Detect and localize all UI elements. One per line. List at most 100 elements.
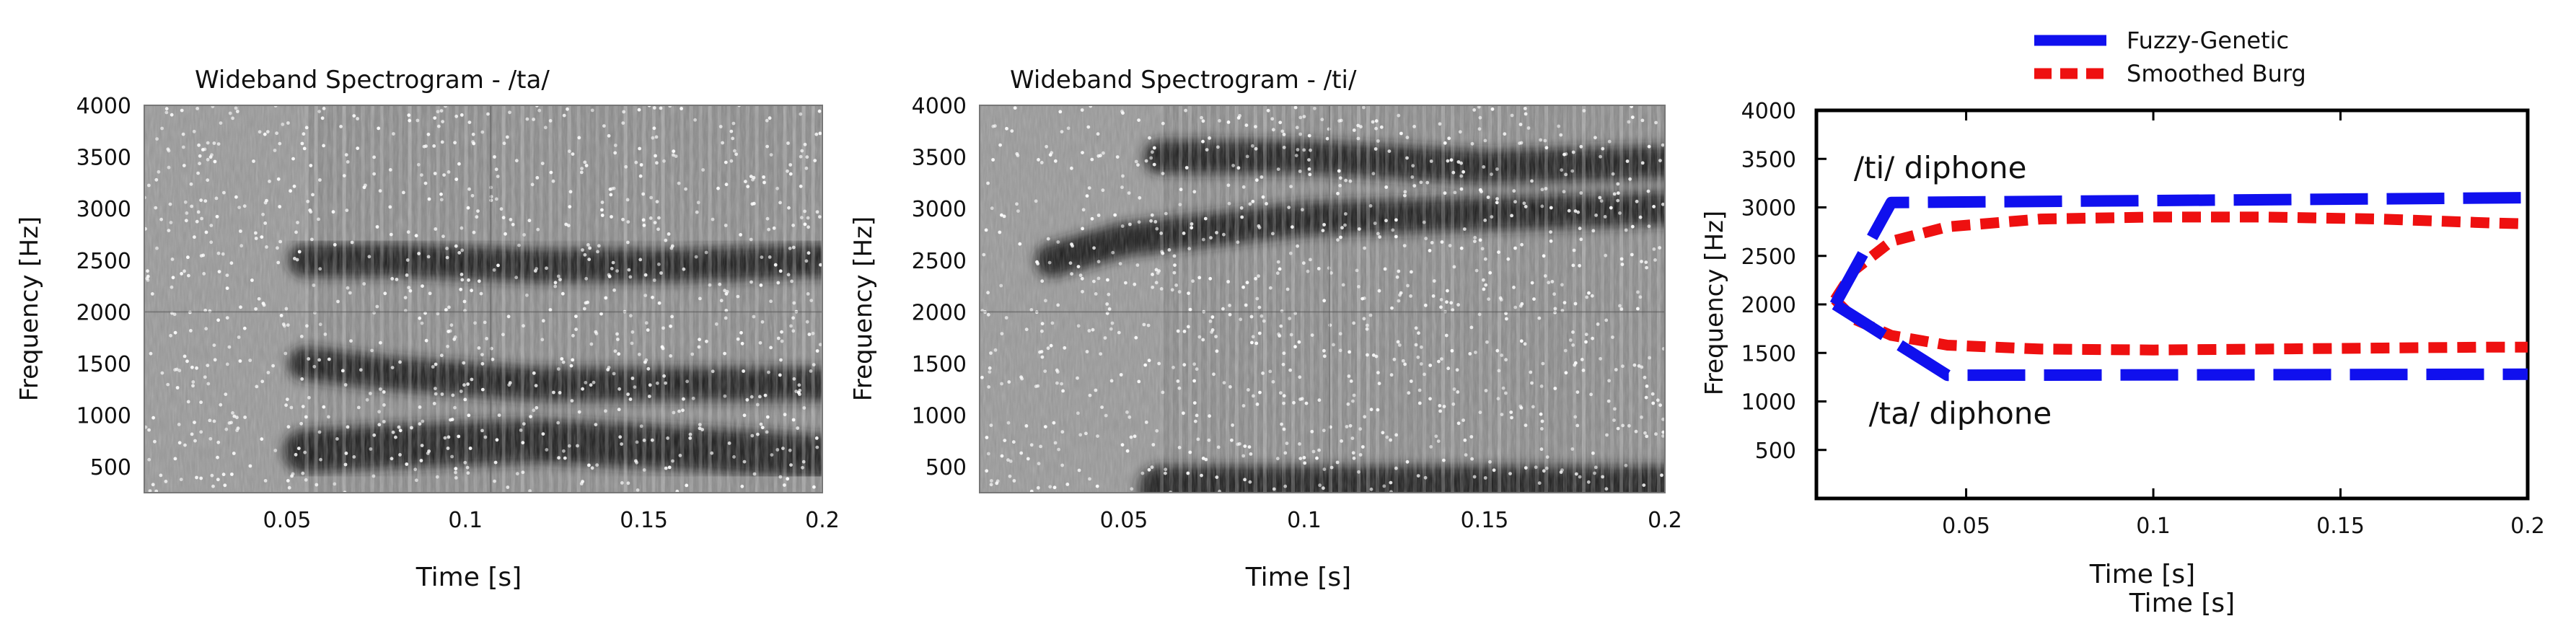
spectrogram-speckle bbox=[1297, 340, 1301, 344]
spectrogram-speckle bbox=[1056, 303, 1060, 307]
spectrogram-speckle bbox=[1661, 143, 1665, 147]
spectrogram-speckle bbox=[191, 380, 195, 384]
spectrogram-speckle bbox=[1210, 315, 1215, 319]
spectrogram-speckle bbox=[1447, 136, 1451, 141]
spectrogram-speckle bbox=[1593, 471, 1596, 475]
spectrogram-speckle bbox=[209, 224, 214, 227]
spectrogram-speckle bbox=[304, 415, 308, 419]
spectrogram-speckle bbox=[557, 456, 561, 460]
spectrogram-speckle bbox=[682, 267, 686, 271]
spectrogram-speckle bbox=[1119, 373, 1123, 377]
spectrogram-speckle bbox=[1036, 485, 1040, 490]
spectrogram-speckle bbox=[800, 149, 804, 153]
spectrogram-speckle bbox=[667, 232, 671, 236]
spectrogram-speckle bbox=[1157, 269, 1161, 273]
spectrogram-speckle bbox=[159, 217, 164, 221]
spectrogram-speckle bbox=[666, 436, 669, 440]
spectrogram-speckle bbox=[167, 165, 171, 170]
spectrogram-speckle bbox=[1357, 285, 1360, 289]
spectrogram-speckle bbox=[155, 246, 159, 250]
spectrogram-speckle bbox=[677, 181, 681, 185]
spectrogram-speckle bbox=[1322, 486, 1325, 491]
spectrogram-speckle bbox=[190, 365, 194, 369]
spectrogram-speckle bbox=[1352, 456, 1356, 460]
spectrogram-speckle bbox=[1416, 474, 1420, 478]
spectrogram-speckle bbox=[1120, 443, 1125, 447]
spectrogram-speckle bbox=[586, 243, 590, 247]
spectrogram-image bbox=[144, 105, 822, 493]
spectrogram-speckle bbox=[1362, 105, 1366, 110]
spectrogram-speckle bbox=[494, 197, 498, 201]
spectrogram-speckle bbox=[1336, 191, 1340, 195]
spectrogram-speckle bbox=[1524, 423, 1528, 427]
spectrogram-speckle bbox=[1055, 368, 1059, 372]
spectrogram-speckle bbox=[427, 197, 431, 201]
spectrogram-speckle bbox=[1329, 271, 1333, 275]
spectrogram-speckle bbox=[1581, 369, 1586, 372]
spectrogram-speckle bbox=[1029, 308, 1034, 312]
spectrogram-speckle bbox=[1422, 220, 1426, 224]
spectrogram-speckle bbox=[1653, 258, 1657, 262]
spectrogram-speckle bbox=[1254, 146, 1258, 151]
spectrogram-speckle bbox=[199, 198, 203, 202]
spectrogram-speckle bbox=[719, 299, 724, 303]
spectrogram-speckle bbox=[346, 425, 350, 429]
spectrogram-speckle bbox=[266, 371, 271, 374]
spectrogram-speckle bbox=[1159, 232, 1164, 235]
spectrogram-speckle bbox=[1149, 156, 1153, 160]
spectrogram-speckle bbox=[982, 252, 986, 257]
spectrogram-speckle bbox=[1451, 308, 1455, 312]
spectrogram-speckle bbox=[441, 234, 445, 239]
spectrogram-speckle bbox=[1322, 348, 1326, 353]
spectrogram-speckle bbox=[1606, 399, 1611, 403]
spectrogram-speckle bbox=[1204, 457, 1208, 462]
spectrogram-speckle bbox=[217, 270, 221, 273]
spectrogram-speckle bbox=[203, 199, 208, 203]
spectrogram-speckle bbox=[1037, 462, 1041, 466]
spectrogram-speckle bbox=[473, 321, 477, 325]
spectrogram-speckle bbox=[1296, 148, 1300, 151]
spectrogram-speckle bbox=[1105, 302, 1109, 306]
spectrogram-speckle bbox=[389, 232, 393, 237]
spectrogram-speckle bbox=[1579, 191, 1583, 195]
spectrogram-speckle bbox=[664, 466, 668, 470]
spectrogram-speckle bbox=[677, 409, 681, 413]
spectrogram-speckle bbox=[285, 397, 289, 401]
spectrogram-speckle bbox=[1011, 440, 1016, 444]
spectrogram-speckle bbox=[1052, 485, 1057, 490]
spectrogram-speckle bbox=[724, 160, 728, 164]
spectrogram-speckle bbox=[1524, 205, 1528, 208]
spectrogram-speckle bbox=[1195, 413, 1199, 418]
spectrogram-speckle bbox=[669, 324, 672, 328]
spectrogram-speckle bbox=[1621, 423, 1625, 428]
spectrogram-speckle bbox=[1113, 213, 1117, 217]
spectrogram-speckle bbox=[1543, 274, 1547, 278]
spectrogram-speckle bbox=[723, 351, 726, 356]
spectrogram-speckle bbox=[1369, 487, 1373, 491]
spectrogram-speckle bbox=[303, 450, 307, 454]
spectrogram-speckle bbox=[421, 419, 425, 423]
spectrogram-speckle bbox=[1613, 407, 1617, 411]
spectrogram-speckle bbox=[809, 369, 813, 373]
spectrogram-speckle bbox=[356, 146, 360, 151]
spectrogram-speckle bbox=[618, 435, 623, 439]
spectrogram-speckle bbox=[1307, 158, 1311, 162]
spectrogram-speckle bbox=[271, 364, 275, 368]
spectrogram-speckle bbox=[1056, 240, 1060, 244]
spectrogram-speckle bbox=[307, 357, 311, 361]
spectrogram-speckle bbox=[613, 349, 617, 353]
spectrogram-speckle bbox=[1492, 468, 1496, 472]
spectrogram-speckle bbox=[1192, 379, 1196, 383]
spectrogram-speckle bbox=[1442, 405, 1446, 408]
spectrogram-speckle bbox=[169, 333, 173, 338]
spectrogram-speckle bbox=[1509, 410, 1513, 414]
spectrogram-speckle bbox=[1215, 231, 1218, 234]
spectrogram-speckle bbox=[1154, 281, 1159, 285]
spectrogram-speckle bbox=[1255, 296, 1260, 301]
spectrogram-speckle bbox=[688, 436, 693, 440]
spectrogram-speckle bbox=[646, 328, 650, 332]
spectrogram-speckle bbox=[1387, 149, 1392, 154]
spectrogram-speckle bbox=[1192, 401, 1197, 405]
spectrogram-speckle bbox=[1357, 227, 1361, 231]
spectrogram-speckle bbox=[1544, 466, 1549, 470]
